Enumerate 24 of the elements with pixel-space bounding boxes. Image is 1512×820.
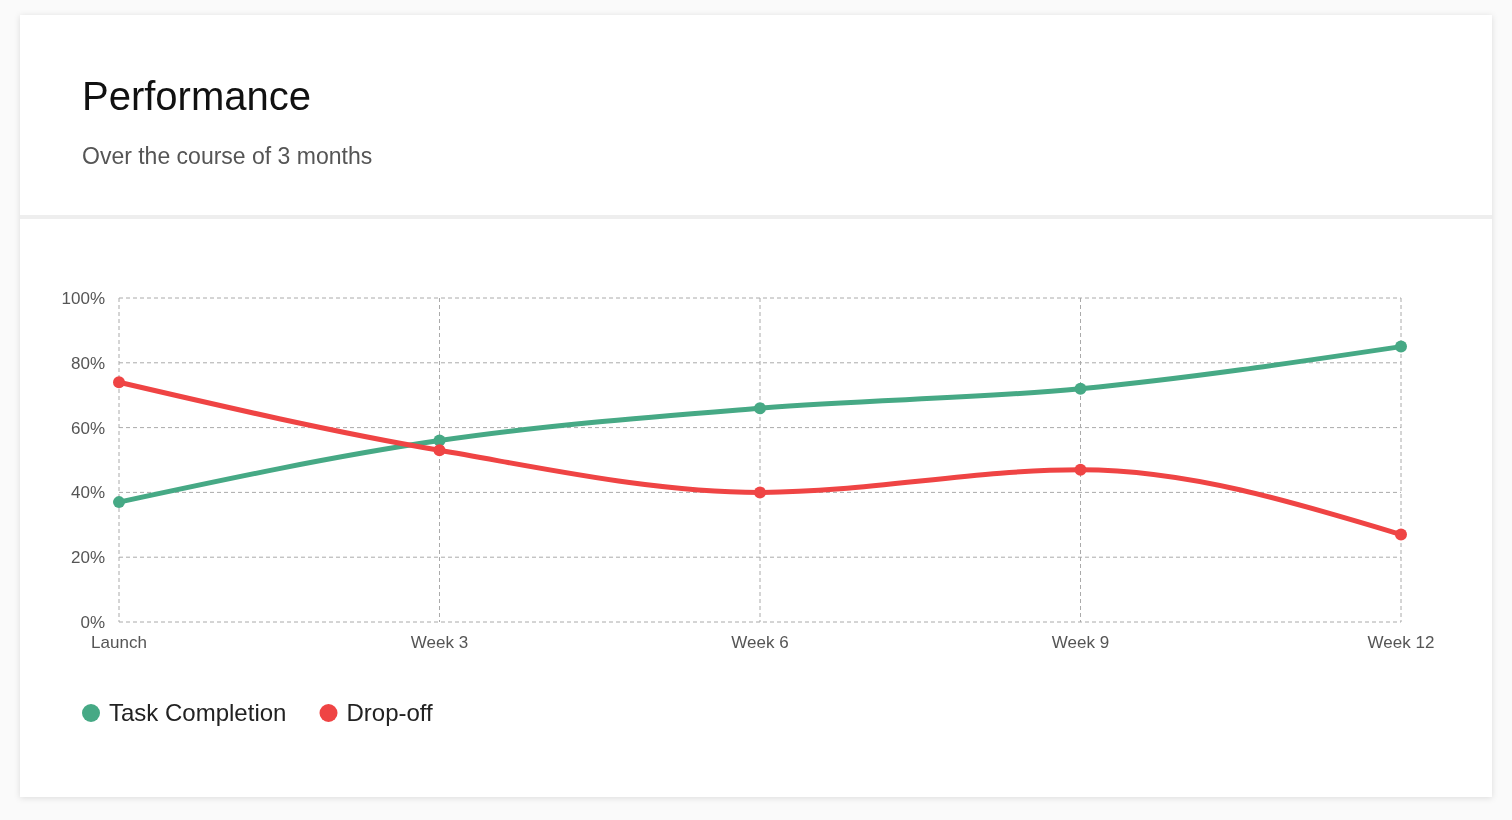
point <box>433 444 446 457</box>
point <box>113 496 125 509</box>
chart-title: Performance <box>82 74 311 118</box>
x-tick-label: Week 3 <box>410 633 469 652</box>
legend-label: Task Completion <box>109 699 287 727</box>
chart-subtitle: Over the course of 3 months <box>82 143 373 169</box>
point <box>754 486 766 499</box>
y-tick-label: 0% <box>80 612 105 632</box>
y-tick-label: 40% <box>70 483 105 503</box>
x-tick-label: Launch <box>91 633 147 652</box>
y-tick-label: 60% <box>70 418 105 438</box>
point <box>754 402 766 415</box>
y-tick-label: 80% <box>70 353 105 373</box>
x-tick-label: Week 12 <box>1367 633 1435 652</box>
point <box>113 376 125 389</box>
y-tick-label: 100% <box>61 288 105 308</box>
x-tick-label: Week 9 <box>1051 633 1110 652</box>
legend-label: Drop-off <box>346 699 434 727</box>
point <box>1395 528 1407 541</box>
point <box>1074 382 1087 395</box>
x-tick-label: Week 6 <box>731 633 789 652</box>
y-tick-label: 20% <box>70 548 105 568</box>
point <box>1074 463 1087 476</box>
point <box>1395 340 1407 353</box>
